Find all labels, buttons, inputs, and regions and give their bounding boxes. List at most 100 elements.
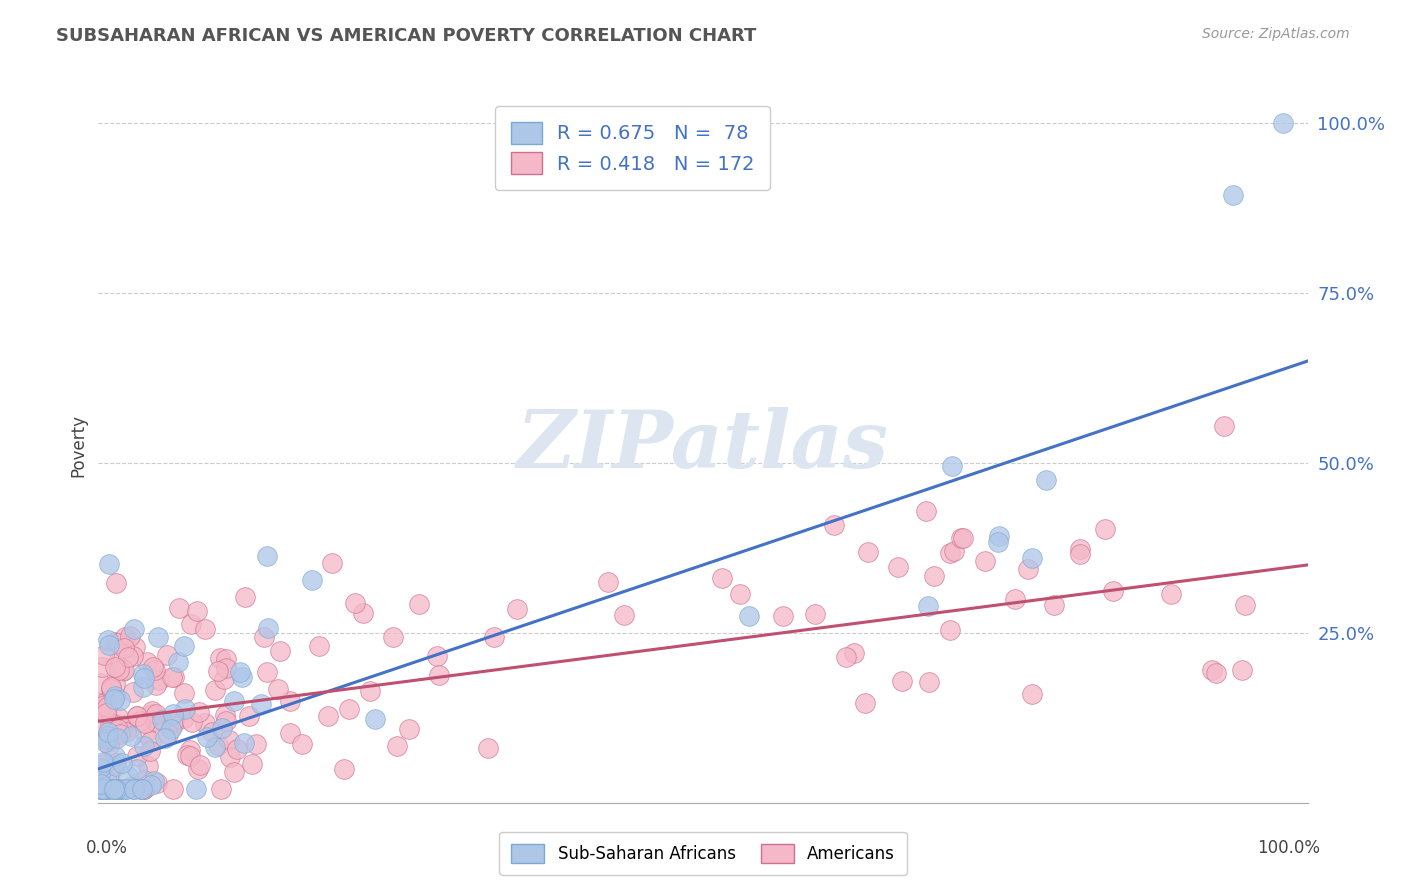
Point <box>738 609 761 624</box>
Point <box>141 707 163 722</box>
Point <box>333 763 356 777</box>
Point <box>180 714 202 729</box>
Point <box>176 747 198 762</box>
Point <box>97 738 120 752</box>
Point <box>145 677 167 691</box>
Point <box>195 730 218 744</box>
Point <box>108 693 131 707</box>
Point <box>1021 550 1043 565</box>
Point <box>141 704 163 718</box>
Point <box>94 732 117 747</box>
Point <box>290 737 312 751</box>
Point <box>179 742 201 756</box>
Point <box>1160 587 1182 601</box>
Point <box>385 739 408 753</box>
Point <box>194 622 217 636</box>
Point <box>90 777 112 791</box>
Point <box>128 714 150 728</box>
Point <box>93 735 115 749</box>
Point <box>132 672 155 686</box>
Point <box>180 617 202 632</box>
Point <box>973 554 995 568</box>
Point <box>98 638 121 652</box>
Point <box>211 721 233 735</box>
Point <box>93 756 115 771</box>
Point <box>484 630 506 644</box>
Point <box>150 713 173 727</box>
Point <box>112 663 135 677</box>
Point <box>90 660 112 674</box>
Point <box>256 665 278 679</box>
Point <box>710 571 733 585</box>
Point <box>103 782 125 797</box>
Point <box>186 604 208 618</box>
Point <box>398 722 420 736</box>
Point <box>132 782 155 797</box>
Point <box>253 631 276 645</box>
Point <box>337 701 360 715</box>
Legend: R = 0.675   N =  78, R = 0.418   N = 172: R = 0.675 N = 78, R = 0.418 N = 172 <box>495 106 770 190</box>
Point <box>132 782 155 797</box>
Point <box>139 778 162 792</box>
Text: Source: ZipAtlas.com: Source: ZipAtlas.com <box>1202 27 1350 41</box>
Point <box>209 782 232 797</box>
Point <box>427 668 450 682</box>
Point <box>914 504 936 518</box>
Point <box>1069 547 1091 561</box>
Point <box>93 648 115 662</box>
Point <box>219 750 242 764</box>
Point <box>93 782 115 797</box>
Point <box>179 748 201 763</box>
Point <box>153 731 176 745</box>
Point <box>127 708 149 723</box>
Point <box>96 782 118 797</box>
Point <box>112 640 135 655</box>
Point <box>139 733 162 747</box>
Point <box>233 591 256 605</box>
Point <box>94 695 117 709</box>
Point <box>256 549 278 563</box>
Point <box>1069 541 1091 556</box>
Point <box>107 710 129 724</box>
Point <box>94 782 117 797</box>
Point <box>917 599 939 614</box>
Point <box>110 782 132 797</box>
Point <box>1222 187 1244 202</box>
Point <box>121 685 143 699</box>
Point <box>100 731 122 746</box>
Point <box>301 573 323 587</box>
Point <box>145 712 167 726</box>
Point <box>160 670 183 684</box>
Point <box>381 630 404 644</box>
Point <box>212 672 235 686</box>
Point <box>134 772 156 787</box>
Point <box>100 680 122 694</box>
Point <box>173 685 195 699</box>
Point <box>104 576 127 591</box>
Point <box>91 699 114 714</box>
Point <box>1021 687 1043 701</box>
Point <box>142 659 165 673</box>
Point <box>156 727 179 741</box>
Point <box>922 569 945 583</box>
Point <box>167 655 190 669</box>
Point <box>91 756 114 770</box>
Point <box>100 716 122 731</box>
Text: 100.0%: 100.0% <box>1257 838 1320 856</box>
Point <box>596 574 619 589</box>
Point <box>222 693 245 707</box>
Point <box>891 674 914 689</box>
Point <box>98 782 121 797</box>
Point <box>93 704 115 718</box>
Point <box>321 556 343 570</box>
Point <box>824 517 846 532</box>
Point <box>104 756 127 770</box>
Point <box>145 663 167 677</box>
Text: ZIPatlas: ZIPatlas <box>517 408 889 484</box>
Point <box>162 706 184 721</box>
Point <box>105 782 128 797</box>
Point <box>204 740 226 755</box>
Text: SUBSAHARAN AFRICAN VS AMERICAN POVERTY CORRELATION CHART: SUBSAHARAN AFRICAN VS AMERICAN POVERTY C… <box>56 27 756 45</box>
Point <box>114 725 136 739</box>
Point <box>121 729 143 743</box>
